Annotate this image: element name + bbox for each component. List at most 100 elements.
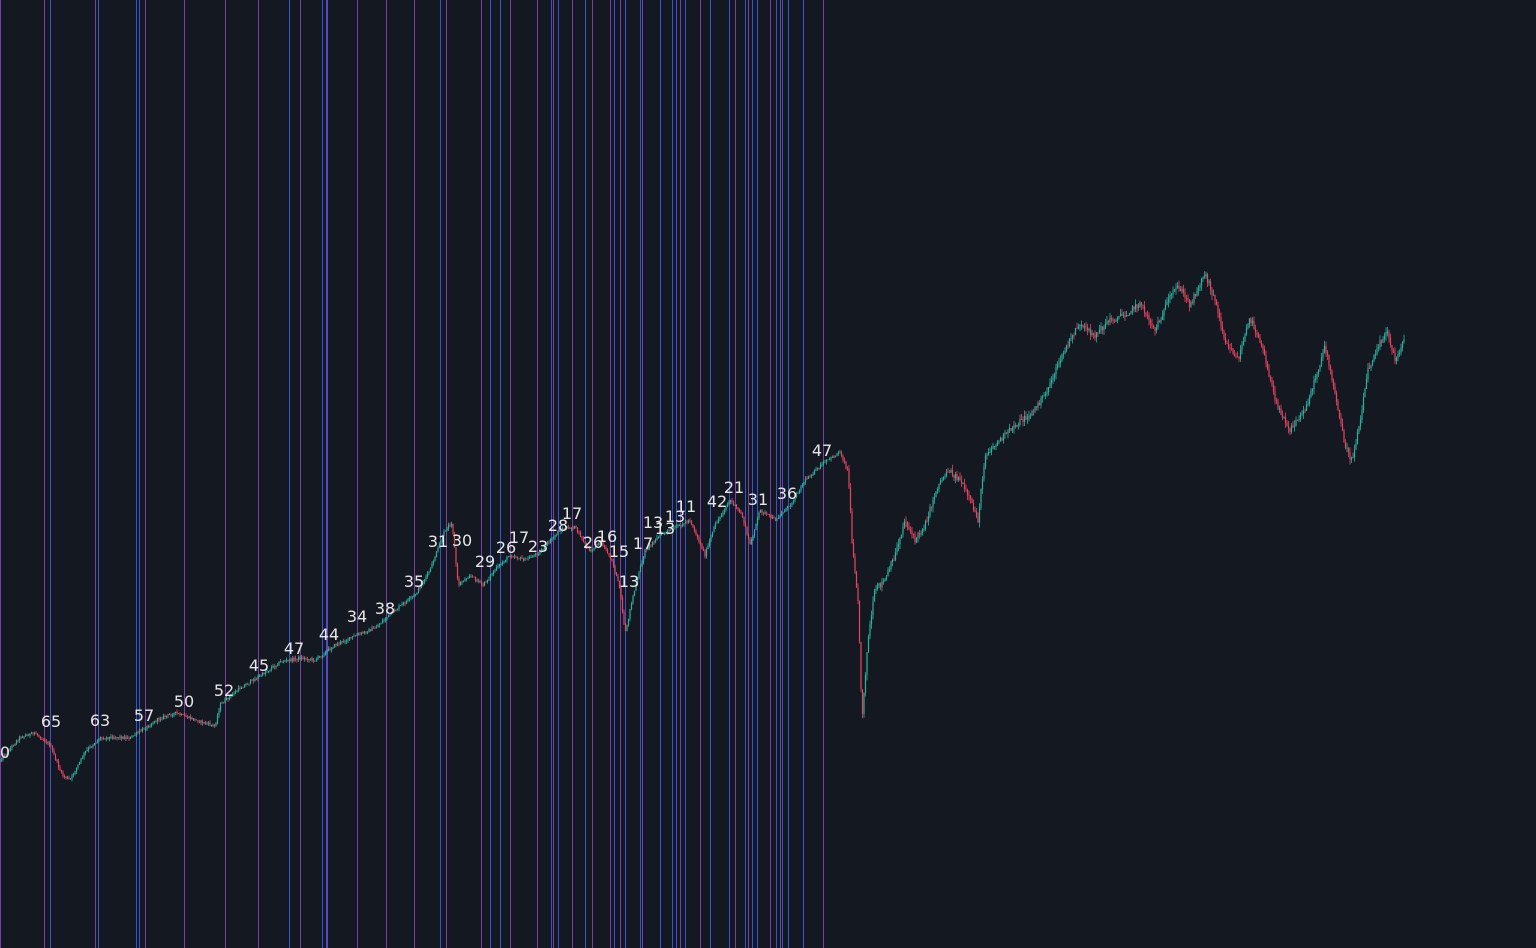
candle-body-796 <box>1193 294 1195 303</box>
candle-body-536 <box>803 482 805 485</box>
candle-body-830 <box>1244 334 1246 342</box>
candle-body-109 <box>162 715 165 719</box>
candle-body-309 <box>462 581 465 583</box>
candle-body-316 <box>473 576 475 578</box>
candle-body-728 <box>1091 333 1093 336</box>
candle-body-247 <box>369 629 372 632</box>
candle-body-403 <box>603 545 606 548</box>
candle-body-296 <box>443 531 445 536</box>
candle-body-669 <box>1002 434 1005 441</box>
candle-body-862 <box>1292 425 1294 427</box>
candle-body-513 <box>768 514 771 516</box>
candle-body-111 <box>165 715 168 717</box>
annotation-label-26: 13 <box>655 519 675 538</box>
candle-body-357 <box>534 553 537 556</box>
candle-body-590 <box>884 578 886 582</box>
candle-body-757 <box>1134 304 1137 310</box>
candle-body-887 <box>1329 366 1332 371</box>
candle-body-566 <box>848 468 850 488</box>
candle-body-16 <box>23 736 25 738</box>
candle-body-107 <box>159 718 162 720</box>
candle-body-233 <box>348 637 351 640</box>
candle-body-321 <box>480 581 483 584</box>
candle-body-252 <box>377 625 379 628</box>
candle-body-816 <box>1223 331 1225 338</box>
candle-body-460 <box>689 520 691 522</box>
candle-body-368 <box>551 538 553 540</box>
candle-body-675 <box>1011 428 1014 431</box>
candle-body-57 <box>84 750 87 754</box>
candle-body-630 <box>944 475 946 477</box>
candle-body-872 <box>1307 403 1309 405</box>
candle-body-729 <box>1092 333 1095 335</box>
annotation-label-32: 36 <box>777 484 797 503</box>
candle-body-377 <box>564 528 567 530</box>
candle-body-775 <box>1161 315 1164 320</box>
candle-body-568 <box>851 511 853 543</box>
candle-body-930 <box>1394 352 1396 362</box>
candle-body-81 <box>120 736 123 739</box>
candle-body-726 <box>1088 328 1090 330</box>
candle-body-714 <box>1070 338 1072 340</box>
candle-body-711 <box>1065 345 1068 351</box>
candle-body-922 <box>1382 338 1384 343</box>
candle-body-578 <box>866 652 868 676</box>
candle-body-454 <box>680 525 682 527</box>
candle-body-533 <box>798 490 801 493</box>
candle-body-378 <box>566 527 568 529</box>
candle-body-342 <box>512 556 514 558</box>
candle-body-895 <box>1341 423 1344 431</box>
candle-body-189 <box>282 661 285 663</box>
candle-body-874 <box>1310 391 1312 398</box>
candle-body-813 <box>1218 312 1221 318</box>
candle-body-781 <box>1170 294 1173 296</box>
candle-body-132 <box>197 720 199 723</box>
candle-body-845 <box>1266 363 1269 370</box>
candle-body-193 <box>288 659 291 662</box>
candle-body-54 <box>80 758 82 762</box>
candle-body-896 <box>1343 430 1345 443</box>
candle-body-725 <box>1086 327 1089 330</box>
candle-body-428 <box>641 562 643 567</box>
candle-body-666 <box>998 441 1000 443</box>
candle-body-873 <box>1308 397 1311 404</box>
candle-body-224 <box>335 644 337 646</box>
candle-body-366 <box>548 542 550 544</box>
candle-body-374 <box>560 529 562 532</box>
candle-body-692 <box>1037 402 1039 408</box>
candle-body-101 <box>150 724 153 727</box>
candle-body-707 <box>1059 360 1062 364</box>
candle-body-9 <box>12 745 15 747</box>
candle-body-553 <box>828 459 831 461</box>
candle-body-89 <box>132 735 135 737</box>
candle-body-644 <box>965 488 967 490</box>
candle-body-564 <box>845 461 847 469</box>
candle-body-599 <box>897 544 900 548</box>
candle-body-507 <box>759 509 762 513</box>
candle-body-293 <box>438 544 441 548</box>
candle-body-173 <box>258 675 261 677</box>
candle-body-616 <box>923 528 925 530</box>
candle-body-246 <box>368 629 370 633</box>
candle-body-292 <box>437 547 439 552</box>
candle-body-407 <box>609 554 612 559</box>
candle-body-275 <box>411 596 414 598</box>
candle-body-18 <box>26 734 28 736</box>
candle-body-530 <box>794 497 796 501</box>
candle-body-398 <box>596 543 598 545</box>
candle-body-265 <box>396 608 399 610</box>
candle-body-151 <box>225 697 228 700</box>
candle-body-824 <box>1235 356 1237 357</box>
candle-body-437 <box>654 540 657 543</box>
candle-body-764 <box>1145 312 1147 316</box>
candle-body-745 <box>1116 317 1119 321</box>
candle-body-237 <box>354 635 357 637</box>
candle-body-820 <box>1229 347 1231 349</box>
candle-body-323 <box>483 581 486 586</box>
candle-body-850 <box>1274 391 1276 400</box>
candle-body-442 <box>662 533 664 534</box>
candle-body-829 <box>1242 341 1245 346</box>
candle-body-365 <box>546 542 549 545</box>
